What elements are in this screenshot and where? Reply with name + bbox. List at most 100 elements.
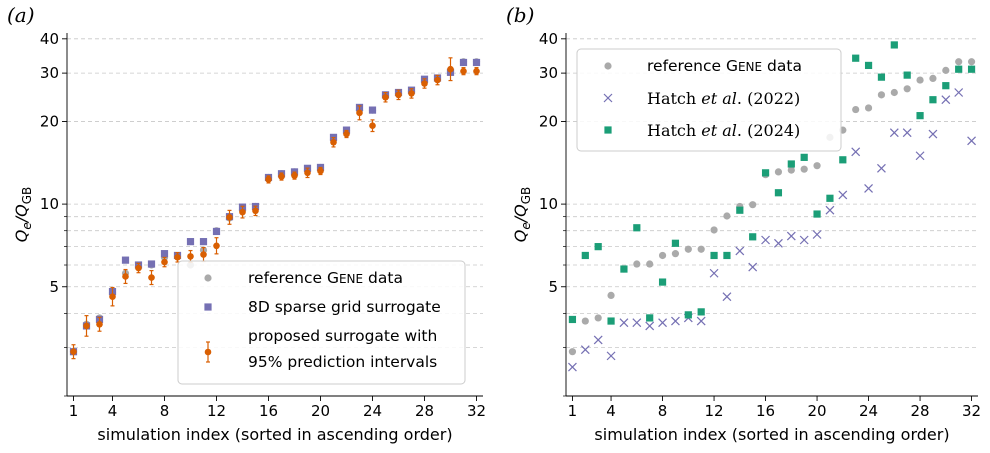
data-point [607, 291, 615, 300]
series-1 [568, 88, 976, 372]
data-point [633, 260, 641, 268]
data-point [710, 251, 718, 260]
data-point [607, 317, 615, 325]
legend-label: 8D sparse grid surrogate [248, 298, 441, 316]
data-point [967, 136, 976, 146]
data-point [774, 189, 783, 197]
data-point [330, 136, 337, 148]
panel-a: 1 4 8 12 16 20 24 28 32 5 10 20 30 40 simulation index… [7, 3, 486, 444]
x-tick-label: 12 [705, 402, 724, 420]
data-point [723, 212, 731, 220]
data-point [606, 351, 616, 361]
data-point [632, 318, 642, 328]
y-axis-label: Qe/QGB [12, 187, 34, 243]
data-point [671, 250, 680, 258]
data-point [838, 190, 848, 200]
data-point [697, 308, 705, 316]
data-point [749, 233, 757, 241]
data-point [646, 314, 654, 322]
data-point [955, 65, 963, 73]
data-point [459, 58, 468, 67]
data-point [864, 61, 873, 70]
data-point [915, 151, 925, 161]
x-tick-label: 16 [259, 402, 278, 420]
data-point [204, 274, 212, 282]
data-point [942, 66, 950, 74]
data-point [825, 205, 835, 215]
data-point [199, 238, 208, 246]
data-point [916, 76, 924, 84]
data-point [671, 239, 680, 247]
data-point [799, 235, 809, 245]
legend: reference GENE data 8D sparse grid surrog… [177, 260, 466, 385]
x-tick-label: 32 [962, 402, 981, 420]
data-point [148, 270, 155, 286]
x-tick-label: 4 [108, 402, 118, 420]
data-point [864, 104, 873, 112]
data-point [174, 252, 181, 263]
data-point [710, 226, 718, 234]
legend-label: reference GENE data [647, 57, 802, 75]
legend-marker [204, 341, 212, 363]
data-point [684, 245, 692, 253]
data-point [421, 78, 428, 89]
data-point [890, 88, 898, 97]
data-point [722, 292, 732, 302]
data-point [594, 314, 602, 322]
x-axis-label: simulation index (sorted in ascending or… [594, 425, 949, 444]
data-point [890, 41, 898, 49]
data-point [852, 105, 860, 114]
data-point [619, 318, 629, 328]
y-tick-label: 20 [40, 112, 59, 130]
data-point [645, 321, 655, 331]
data-point [109, 286, 116, 307]
data-point [761, 169, 770, 177]
data-point [839, 156, 847, 164]
data-point [633, 224, 641, 232]
data-point [748, 262, 758, 272]
data-point [369, 119, 376, 133]
data-point [568, 315, 577, 324]
data-point [472, 58, 481, 67]
data-point [395, 89, 402, 101]
data-point [343, 129, 350, 139]
data-point [135, 262, 142, 274]
data-point [696, 316, 706, 326]
data-point [812, 230, 822, 239]
data-point [723, 251, 731, 260]
data-point [967, 65, 976, 73]
data-point [212, 227, 221, 236]
series-2 [70, 57, 480, 360]
x-tick-label: 1 [568, 402, 578, 420]
data-point [877, 163, 886, 173]
data-point [204, 303, 212, 311]
data-point [889, 128, 899, 138]
data-point [967, 58, 976, 66]
data-point [684, 311, 692, 319]
data-point [160, 250, 169, 258]
y-tick-label: 10 [40, 195, 59, 213]
legend-label: proposed surrogate with [248, 327, 437, 345]
data-point [568, 362, 577, 372]
data-point [265, 175, 272, 184]
x-tick-label: 12 [207, 402, 226, 420]
y-tick-label: 5 [49, 278, 59, 296]
data-point [658, 278, 667, 286]
data-point [929, 74, 937, 82]
legend-label: Hatch et al. (2022) [647, 89, 800, 108]
data-point [382, 91, 389, 103]
data-point [317, 166, 324, 176]
data-point [787, 160, 795, 168]
y-tick-label: 30 [539, 64, 558, 82]
data-point [736, 206, 744, 214]
data-point [122, 268, 129, 285]
data-point [928, 129, 938, 139]
data-point [658, 318, 667, 328]
legend-label: reference GENE data [248, 269, 403, 287]
data-point [813, 162, 821, 170]
data-point [568, 348, 577, 356]
data-point [121, 256, 130, 264]
data-point [356, 105, 363, 121]
data-point [749, 201, 757, 209]
data-point [774, 168, 783, 176]
